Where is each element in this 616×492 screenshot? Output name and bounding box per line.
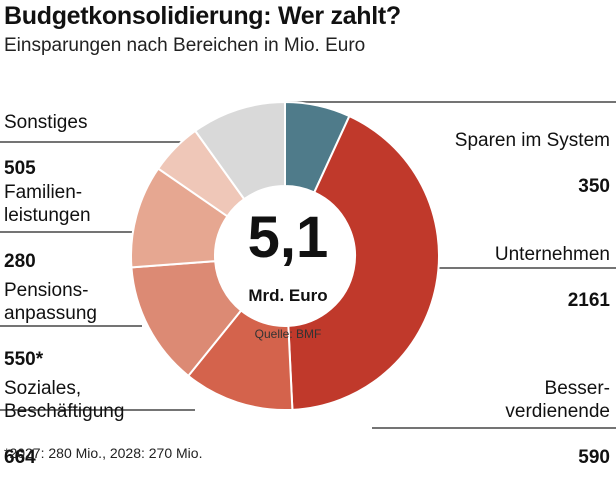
label-sonstiges: Sonstiges 505 [4,88,87,203]
slice-name: Unternehmen [494,244,610,265]
label-besserverdienende: Besser- verdienende 590 [505,354,610,492]
source-note: Quelle: BMF [254,327,322,341]
chart-subtitle: Einsparungen nach Bereichen in Mio. Euro [4,35,366,56]
label-soziales: Soziales, Beschäftigung 664 [4,354,124,492]
slice-value: 590 [578,447,610,468]
label-unternehmen: Unternehmen 2161 [495,220,610,335]
slice-name: Sonstiges [4,112,88,133]
donut-chart [0,100,616,429]
slice-value: 350 [578,176,610,197]
slice-name: Pensions- anpassung [4,280,97,324]
donut-slice-sonstiges [193,100,286,201]
slice-value: 2161 [567,290,610,311]
donut-slice-unternehmen [287,114,440,411]
slice-name: Familien- leistungen [4,182,91,226]
slice-value: 505 [4,158,36,179]
slice-value: 280 [4,251,36,272]
label-sparen-im-system: Sparen im System 350 [455,106,610,221]
slice-value: 550* [4,349,44,370]
chart-title: Budgetkonsolidierung: Wer zahlt? [4,2,401,30]
slice-name: Besser- verdienende [505,378,610,422]
center-total-value: 5,1 [247,205,329,270]
footnote: *2027: 280 Mio., 2028: 270 Mio. [4,445,203,461]
slice-name: Soziales, Beschäftigung [4,378,125,422]
label-pensionsanpassung: Pensions- anpassung 550* [4,256,97,394]
center-total-unit: Mrd. Euro [248,286,328,305]
slice-value: 664 [4,447,36,468]
label-familienleistungen: Familien- leistungen 280 [4,158,91,296]
slice-name: Sparen im System [454,130,610,151]
donut-hole [216,187,354,325]
